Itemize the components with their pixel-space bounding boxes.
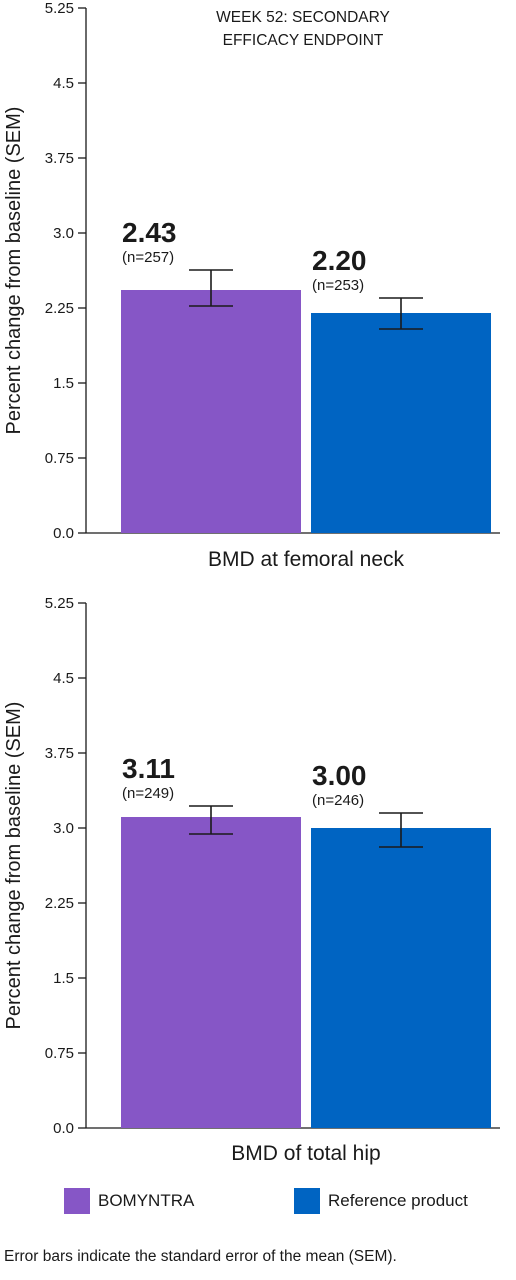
value-label: 2.20 xyxy=(312,245,367,276)
y-tick-label: 3.0 xyxy=(53,820,74,837)
n-label: (n=257) xyxy=(122,249,174,266)
y-tick-label: 4.5 xyxy=(53,75,74,92)
legend-label-reference: Reference product xyxy=(328,1191,468,1210)
n-label: (n=253) xyxy=(312,277,364,294)
n-label: (n=249) xyxy=(122,785,174,802)
y-tick-label: 1.5 xyxy=(53,375,74,392)
bar-bomyntra xyxy=(121,290,301,533)
bar-reference xyxy=(311,313,491,533)
legend: BOMYNTRA Reference product xyxy=(64,1188,504,1216)
bar-bomyntra xyxy=(121,817,301,1128)
y-axis-title: Percent change from baseline (SEM) xyxy=(3,107,25,435)
y-tick-label: 2.25 xyxy=(45,300,74,317)
legend-swatch-bomyntra xyxy=(64,1188,90,1214)
n-label: (n=246) xyxy=(312,792,364,809)
y-tick-label: 5.25 xyxy=(45,595,74,612)
y-tick-label: 4.5 xyxy=(53,670,74,687)
y-tick-label: 3.75 xyxy=(45,150,74,167)
y-tick-label: 0.75 xyxy=(45,1045,74,1062)
chart-panel-1: 0.0 0.75 1.5 2.25 3.0 3.75 4.5 5.25 Percent chan… xyxy=(3,0,500,571)
y-axis-title: Percent change from baseline (SEM) xyxy=(3,702,25,1030)
chart-panel-2: 0.0 0.75 1.5 2.25 3.0 3.75 4.5 5.25 Percent chan… xyxy=(3,595,500,1165)
x-axis-title: BMD at femoral neck xyxy=(208,548,405,571)
y-tick-label: 5.25 xyxy=(45,0,74,17)
charts: 0.0 0.75 1.5 2.25 3.0 3.75 4.5 5.25 Percent chan… xyxy=(3,0,500,1165)
chart-annotation: EFFICACY ENDPOINT xyxy=(223,32,384,49)
legend-swatch-reference xyxy=(294,1188,320,1214)
x-axis-title: BMD of total hip xyxy=(231,1142,380,1165)
y-tick-label: 2.25 xyxy=(45,895,74,912)
footnote: Error bars indicate the standard error o… xyxy=(4,1248,397,1265)
y-tick-label: 0.0 xyxy=(53,525,74,542)
y-tick-label: 3.0 xyxy=(53,225,74,242)
y-tick-label: 1.5 xyxy=(53,970,74,987)
bar-reference xyxy=(311,828,491,1128)
y-tick-label: 0.0 xyxy=(53,1120,74,1137)
y-tick-label: 0.75 xyxy=(45,450,74,467)
legend-item-reference: Reference product xyxy=(294,1188,468,1214)
legend-label-bomyntra: BOMYNTRA xyxy=(98,1191,195,1210)
y-tick-label: 3.75 xyxy=(45,745,74,762)
legend-item-bomyntra: BOMYNTRA xyxy=(64,1188,194,1214)
chart-annotation: WEEK 52: SECONDARY xyxy=(216,9,390,26)
value-label: 3.11 xyxy=(122,753,175,784)
value-label: 2.43 xyxy=(122,217,177,248)
value-label: 3.00 xyxy=(312,760,367,791)
